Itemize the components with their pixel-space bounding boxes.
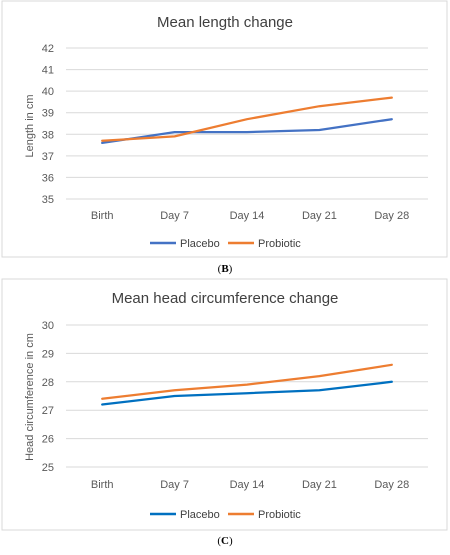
chart-head-y-tick-label: 30 (42, 320, 54, 332)
chart-length-y-tick-label: 42 (42, 43, 54, 55)
chart-length-y-tick-label: 41 (42, 65, 54, 77)
chart-length-x-tick-label: Day 21 (302, 210, 337, 222)
chart-head-x-tick-label: Day 28 (374, 479, 409, 491)
chart-head-y-tick-label: 27 (42, 405, 54, 417)
chart-head-frame (2, 279, 447, 530)
chart-head-x-tick-label: Birth (91, 479, 114, 491)
chart-head-y-tick-label: 28 (42, 377, 54, 389)
chart-head-circumference: Mean head circumference change Head circ… (2, 279, 447, 530)
caption-c: (C) (217, 535, 233, 547)
chart-head-x-tick-label: Day 7 (160, 479, 189, 491)
chart-length-x-tick-label: Birth (91, 210, 114, 222)
caption-c-close: ) (229, 535, 233, 547)
chart-length-x-tick-label: Day 28 (374, 210, 409, 222)
chart-length-y-tick-label: 35 (42, 194, 54, 206)
chart-length-y-tick-label: 38 (42, 129, 54, 141)
chart-head-x-tick-label: Day 21 (302, 479, 337, 491)
chart-head-y-tick-label: 26 (42, 434, 54, 446)
chart-length-x-tick-label: Day 7 (160, 210, 189, 222)
chart-head-x-tick-label: Day 14 (230, 479, 265, 491)
chart-head-y-tick-label: 25 (42, 462, 54, 474)
legend-label-placebo: Placebo (180, 238, 220, 250)
legend-label-probiotic: Probiotic (258, 509, 301, 521)
chart-head-y-tick-label: 29 (42, 348, 54, 360)
caption-b: (B) (218, 263, 233, 275)
caption-c-letter: C (221, 535, 229, 547)
chart-length-y-tick-label: 36 (42, 172, 54, 184)
chart-length-y-axis-label: Length in cm (24, 95, 36, 158)
chart-length-y-tick-label: 37 (42, 151, 54, 163)
chart-length-x-tick-label: Day 14 (230, 210, 265, 222)
legend-label-placebo: Placebo (180, 509, 220, 521)
chart-length-title: Mean length change (157, 14, 293, 31)
chart-head-y-axis-label: Head circumference in cm (24, 333, 36, 461)
chart-length: Mean length change Length in cm 35 36 37 38… (2, 1, 447, 257)
chart-length-y-tick-label: 39 (42, 108, 54, 120)
chart-head-title: Mean head circumference change (112, 290, 339, 307)
chart-length-y-tick-label: 40 (42, 86, 54, 98)
caption-b-close: ) (229, 263, 233, 275)
legend-label-probiotic: Probiotic (258, 238, 301, 250)
